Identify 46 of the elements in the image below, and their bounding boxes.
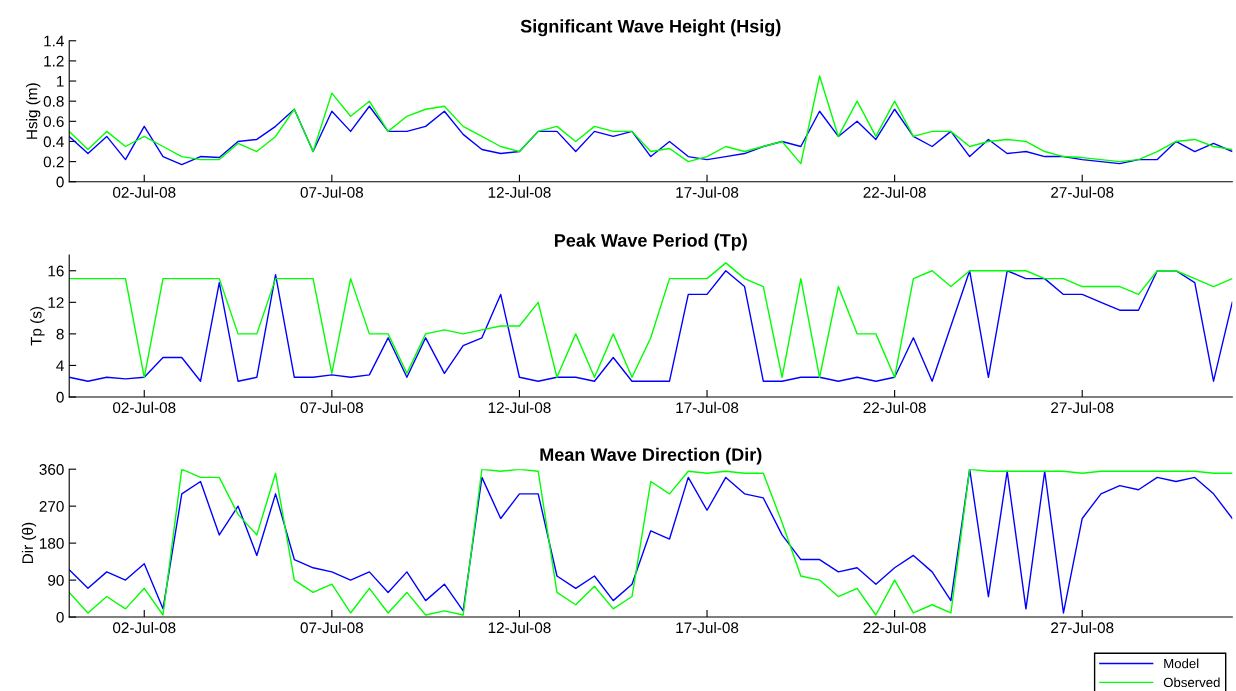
y-tick-label: 8 [56,328,64,340]
y-tick-label: 360 [39,464,64,475]
y-tick-label: 4 [56,360,64,371]
y-tick-label: 0 [56,176,64,188]
y-tick-label: 0.6 [43,116,64,128]
chart-title: Peak Wave Period (Tp) [554,233,747,251]
y-tick-label: 16 [48,265,64,277]
x-tick-label: 17-Jul-08 [676,401,739,414]
y-tick-label: 0.2 [43,156,64,168]
x-tick-label: 02-Jul-08 [113,401,176,414]
y-tick-label: 0 [56,611,64,623]
x-tick-label: 07-Jul-08 [300,401,364,414]
y-tick-label: 12 [48,297,64,308]
x-tick-label: 27-Jul-08 [1051,401,1114,414]
x-tick-label: 07-Jul-08 [300,621,364,634]
y-tick-label: 1 [57,76,64,87]
y-tick-label: 0.8 [43,96,64,107]
x-tick-label: 27-Jul-08 [1051,621,1114,634]
y-tick-label: 180 [40,537,64,549]
y-tick-label: 0.4 [43,136,64,148]
y-tick-label: 1.4 [44,35,64,47]
x-tick-label: 22-Jul-08 [863,186,926,198]
y-axis-title: Hsig (m) [26,83,41,139]
x-tick-label: 12-Jul-08 [488,621,551,634]
x-tick-label: 07-Jul-08 [300,186,364,198]
legend-label: Model [1164,658,1199,669]
x-tick-label: 17-Jul-08 [676,621,739,634]
x-tick-label: 22-Jul-08 [863,621,926,634]
x-tick-label: 02-Jul-08 [113,621,176,634]
legend-label: Observed [1163,677,1220,688]
x-tick-label: 02-Jul-08 [113,186,176,198]
x-tick-label: 17-Jul-08 [676,186,739,198]
y-axis-title: Tp (s) [30,306,45,346]
y-tick-label: 0 [56,391,64,403]
x-tick-label: 22-Jul-08 [863,401,926,414]
chart-title: Significant Wave Height (Hsig) [520,19,781,37]
x-tick-label: 27-Jul-08 [1051,186,1114,198]
x-tick-label: 12-Jul-08 [488,186,551,198]
x-tick-label: 12-Jul-08 [488,401,551,414]
y-tick-label: 90 [48,574,64,586]
line-series [69,75,1233,165]
y-tick-label: 270 [39,501,64,512]
y-tick-label: 1.2 [44,55,64,67]
chart-title: Mean Wave Direction (Dir) [540,447,762,465]
line-series [69,105,1233,166]
y-axis-title: Dir (θ) [21,522,37,564]
